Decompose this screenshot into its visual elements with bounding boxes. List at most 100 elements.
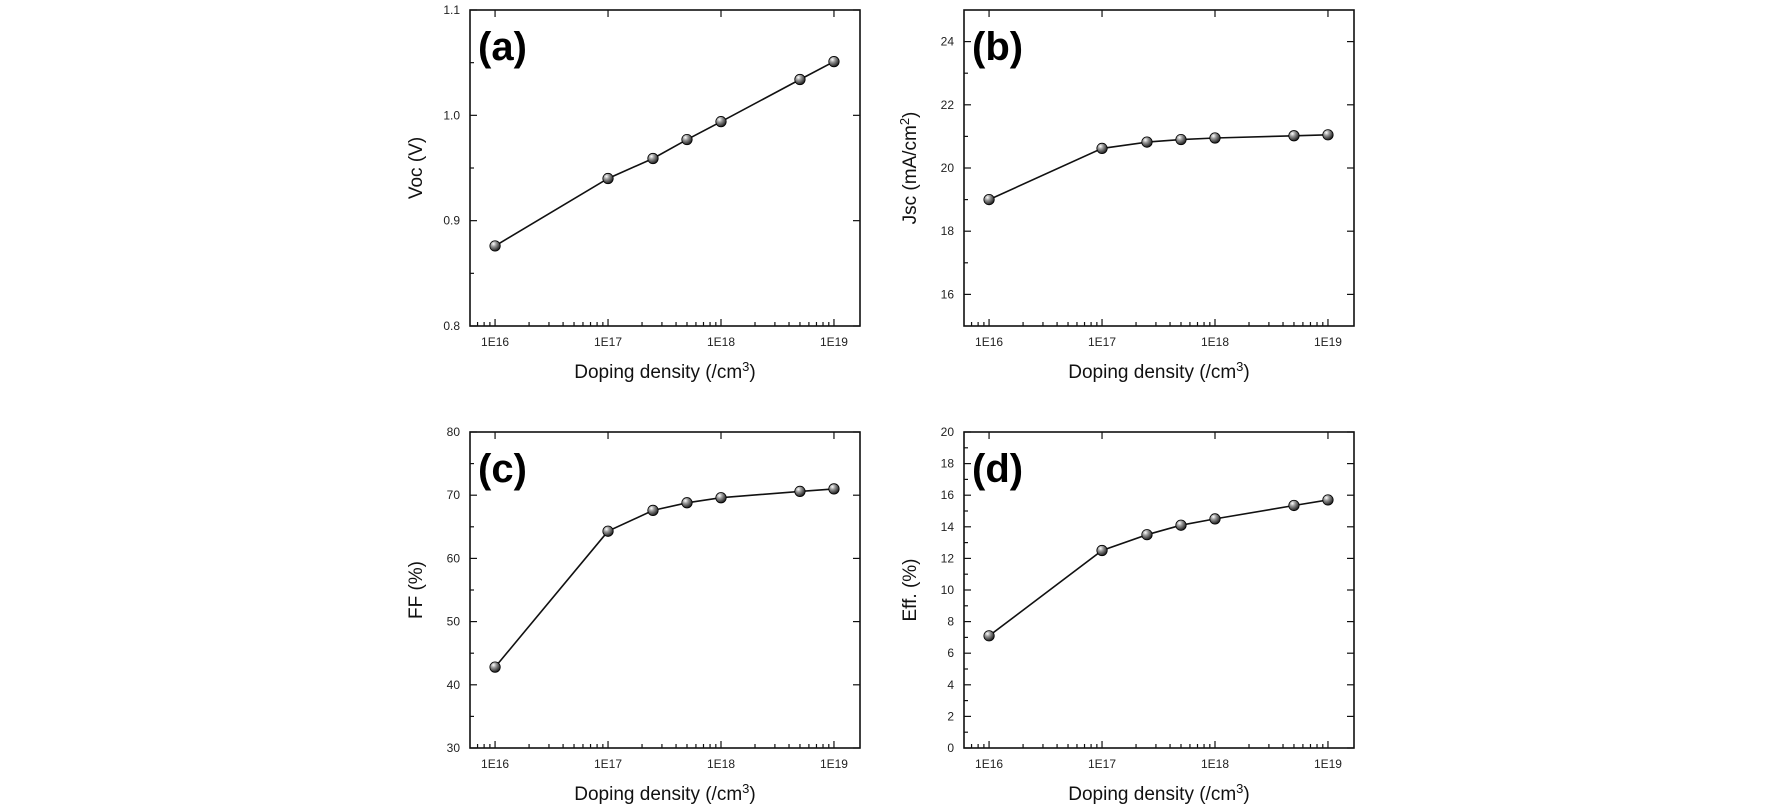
x-axis-label-sup: 3 xyxy=(742,781,749,796)
x-tick-label-d: 1E19 xyxy=(1314,757,1342,771)
panel-label-a: (a) xyxy=(478,25,527,69)
x-tick-label-b: 1E17 xyxy=(1088,335,1116,349)
data-point-c xyxy=(647,504,659,516)
x-axis-label-sup: 3 xyxy=(742,359,749,374)
x-tick-label-c: 1E17 xyxy=(594,757,622,771)
x-tick-label-a: 1E19 xyxy=(820,335,848,349)
plot-frame-a xyxy=(469,9,861,327)
data-point-b xyxy=(983,194,995,206)
y-tick-label-d: 4 xyxy=(947,678,954,692)
x-tick-label-c: 1E18 xyxy=(707,757,735,771)
y-tick-label-a: 0.9 xyxy=(443,214,460,228)
y-axis-label-end: ) xyxy=(900,112,921,118)
y-tick-label-d: 10 xyxy=(941,583,955,597)
data-point-c xyxy=(681,497,693,509)
y-axis-label-c: FF (%) xyxy=(406,561,427,619)
panel-d: 1E16 1E17 1E18 1E19 0 2 4 6 8 10 12 14 16 18 20 Doping … xyxy=(900,425,1355,806)
data-point-b xyxy=(1288,130,1300,142)
y-tick-label-c: 40 xyxy=(447,678,461,692)
y-tick-label-c: 70 xyxy=(447,488,461,502)
data-point-c xyxy=(489,661,501,673)
panel-a: 1E16 1E17 1E18 1E19 0.8 0.9 1.0 1.1 Doping densi… xyxy=(406,3,861,384)
x-axis-label-sup: 3 xyxy=(1236,359,1243,374)
y-axis-label-text: Eff. (%) xyxy=(900,559,921,622)
y-tick-label-d: 6 xyxy=(947,646,954,660)
x-tick-label-b: 1E18 xyxy=(1201,335,1229,349)
y-tick-label-a: 1.0 xyxy=(443,108,460,122)
x-axis-label-d: Doping density (/cm3) xyxy=(1068,781,1249,806)
y-tick-label-c: 50 xyxy=(447,615,461,629)
x-axis-label-a: Doping density (/cm3) xyxy=(574,359,755,384)
y-axis-label-b: Jsc (mA/cm2) xyxy=(897,112,922,225)
data-point-a xyxy=(828,56,840,68)
data-point-c xyxy=(715,492,727,504)
data-point-b xyxy=(1209,132,1221,144)
y-tick-label-d: 16 xyxy=(941,488,955,502)
y-tick-label-d: 20 xyxy=(941,425,955,439)
x-axis-label-text: Doping density (/cm xyxy=(1068,362,1236,383)
data-point-d xyxy=(1288,499,1300,512)
data-point-b xyxy=(1322,129,1334,141)
data-point-a xyxy=(681,133,693,146)
data-point-d xyxy=(1322,494,1334,506)
x-axis-label-text: Doping density (/cm xyxy=(574,362,742,383)
y-tick-label-a: 0.8 xyxy=(443,319,460,333)
data-point-d xyxy=(983,630,995,642)
data-point-c xyxy=(794,485,806,498)
data-point-d xyxy=(1096,544,1108,557)
y-tick-label-d: 2 xyxy=(947,709,954,723)
data-point-a xyxy=(794,73,806,86)
data-point-d xyxy=(1141,529,1153,541)
x-axis-label-c: Doping density (/cm3) xyxy=(574,781,755,806)
plot-frame-c xyxy=(469,431,861,749)
y-tick-label-b: 24 xyxy=(941,35,955,49)
x-tick-label-b: 1E16 xyxy=(975,335,1003,349)
data-point-a xyxy=(715,116,727,128)
panel-label-d: (d) xyxy=(972,447,1023,491)
series-line-c xyxy=(494,488,835,668)
x-tick-label-c: 1E16 xyxy=(481,757,509,771)
x-tick-label-a: 1E17 xyxy=(594,335,622,349)
data-point-b xyxy=(1175,133,1187,146)
y-axis-label-d: Eff. (%) xyxy=(900,559,921,622)
y-tick-label-d: 12 xyxy=(941,551,955,565)
y-tick-label-d: 8 xyxy=(947,615,954,629)
x-axis-label-end: ) xyxy=(1243,784,1249,805)
data-point-c xyxy=(602,525,614,537)
x-tick-label-a: 1E16 xyxy=(481,335,509,349)
data-point-a xyxy=(602,172,614,185)
y-tick-label-b: 20 xyxy=(941,161,955,175)
x-axis-label-end: ) xyxy=(1243,362,1249,383)
y-tick-label-d: 18 xyxy=(941,457,955,471)
y-tick-label-d: 14 xyxy=(941,520,955,534)
panel-label-b: (b) xyxy=(972,25,1023,69)
x-axis-label-text: Doping density (/cm xyxy=(1068,784,1236,805)
x-tick-label-b: 1E19 xyxy=(1314,335,1342,349)
y-tick-label-d: 0 xyxy=(947,741,954,755)
data-point-b xyxy=(1141,136,1153,148)
data-point-d xyxy=(1209,513,1221,525)
panel-c: 1E16 1E17 1E18 1E19 30 40 50 60 70 80 Doping densi… xyxy=(406,425,861,806)
data-point-b xyxy=(1096,142,1108,155)
y-tick-label-a: 1.1 xyxy=(443,3,460,17)
y-axis-label-a: Voc (V) xyxy=(406,137,427,199)
y-axis-label-text: FF (%) xyxy=(406,561,427,619)
y-tick-label-c: 30 xyxy=(447,741,461,755)
y-axis-label-text: Voc (V) xyxy=(406,137,427,199)
panel-b: 1E16 1E17 1E18 1E19 16 18 20 22 24 Doping density… xyxy=(897,9,1355,384)
x-tick-label-c: 1E19 xyxy=(820,757,848,771)
data-point-a xyxy=(489,240,501,252)
data-point-c xyxy=(828,483,840,495)
x-axis-label-b: Doping density (/cm3) xyxy=(1068,359,1249,384)
series-line-a xyxy=(494,60,835,247)
x-axis-label-sup: 3 xyxy=(1236,781,1243,796)
y-tick-label-b: 18 xyxy=(941,224,955,238)
y-axis-label-text: Jsc (mA/cm xyxy=(900,125,921,224)
x-tick-label-d: 1E16 xyxy=(975,757,1003,771)
y-tick-label-c: 80 xyxy=(447,425,461,439)
y-axis-label-sup: 2 xyxy=(897,118,912,125)
x-tick-label-d: 1E17 xyxy=(1088,757,1116,771)
data-point-d xyxy=(1175,519,1187,531)
x-tick-label-d: 1E18 xyxy=(1201,757,1229,771)
